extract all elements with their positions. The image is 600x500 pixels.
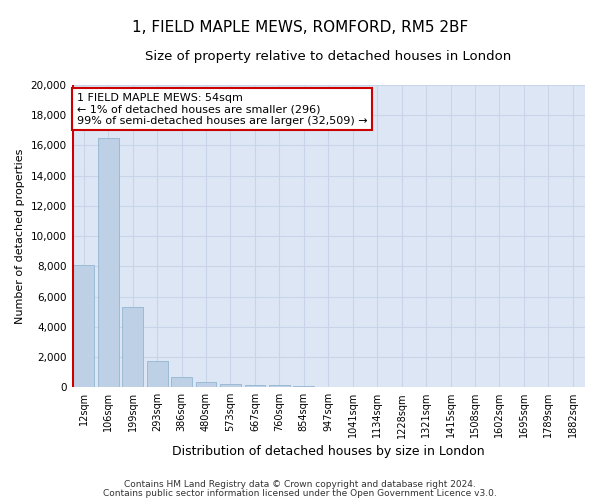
Bar [293, 386, 314, 387]
Text: Contains public sector information licensed under the Open Government Licence v3: Contains public sector information licen… [103, 489, 497, 498]
Bar [220, 384, 241, 387]
Text: 1 FIELD MAPLE MEWS: 54sqm
← 1% of detached houses are smaller (296)
99% of semi-: 1 FIELD MAPLE MEWS: 54sqm ← 1% of detach… [77, 92, 367, 126]
Bar [269, 385, 290, 387]
Title: Size of property relative to detached houses in London: Size of property relative to detached ho… [145, 50, 511, 63]
X-axis label: Distribution of detached houses by size in London: Distribution of detached houses by size … [172, 444, 485, 458]
Bar [98, 138, 119, 387]
Bar [245, 385, 265, 387]
Bar [196, 382, 217, 387]
Bar [171, 376, 192, 387]
Text: Contains HM Land Registry data © Crown copyright and database right 2024.: Contains HM Land Registry data © Crown c… [124, 480, 476, 489]
Text: 1, FIELD MAPLE MEWS, ROMFORD, RM5 2BF: 1, FIELD MAPLE MEWS, ROMFORD, RM5 2BF [132, 20, 468, 35]
Bar [147, 361, 167, 387]
Y-axis label: Number of detached properties: Number of detached properties [15, 148, 25, 324]
Bar [73, 265, 94, 387]
Bar [122, 307, 143, 387]
